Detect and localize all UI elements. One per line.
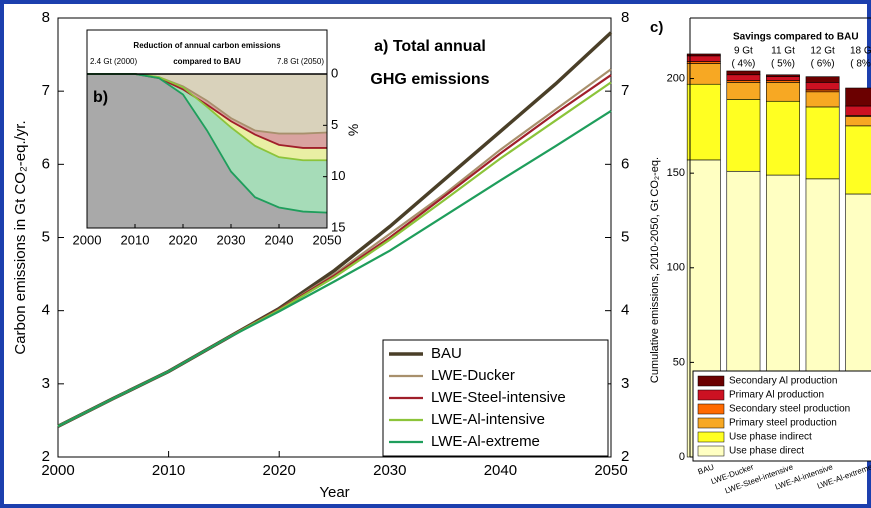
savings-percent: ( 4%) — [731, 59, 755, 70]
x-tick-label: 2050 — [594, 462, 627, 479]
x-tick-label: 2000 — [73, 232, 102, 247]
series-line — [57, 109, 612, 428]
x-tick-label: 2040 — [484, 462, 517, 479]
y-tick-label: 4 — [42, 302, 50, 319]
savings-label: 11 Gt — [771, 46, 795, 57]
y-axis-label: Carbon emissions in Gt CO₂-eq./yr. — [12, 120, 29, 354]
y2-tick-label: 6 — [621, 155, 629, 172]
y2-tick-label: 3 — [621, 375, 629, 392]
savings-percent: ( 8%) — [850, 59, 871, 70]
legend-swatch — [697, 417, 725, 429]
legend-label: Secondary steel production — [729, 404, 850, 415]
x-tick-label: 2000 — [41, 462, 74, 479]
savings-label: 12 Gt — [810, 46, 835, 57]
bar-segment — [805, 82, 840, 91]
x-tick-label: 2050 — [313, 232, 342, 247]
bar-segment — [845, 116, 871, 127]
bar-segment — [845, 105, 871, 116]
legend-swatch — [697, 431, 725, 443]
y2-tick-label: 7 — [621, 82, 629, 99]
bar-segment — [805, 91, 840, 108]
bar-segment — [686, 63, 721, 85]
area-fill — [87, 74, 327, 228]
bar-segment — [845, 125, 871, 195]
x-tick-label: 2010 — [121, 232, 150, 247]
y-tick-label: 5 — [331, 117, 338, 132]
y-axis-label: Cumulative emissions, 2010-2050, Gt CO₂-… — [649, 157, 661, 383]
inset-border — [86, 29, 328, 229]
x-tick-label: 2010 — [152, 462, 185, 479]
bar-segment — [766, 74, 800, 77]
legend-swatch — [697, 375, 725, 387]
bar-segment — [686, 53, 721, 57]
y-tick-label: 7 — [42, 82, 50, 99]
bar-segment — [726, 99, 761, 172]
y-tick-label: 200 — [667, 72, 685, 84]
x-tick-label: 2030 — [217, 232, 246, 247]
chart-title: a) Total annual — [374, 38, 486, 55]
bar-panel — [686, 53, 871, 458]
legend-label: BAU — [431, 345, 462, 362]
y-tick-label: 150 — [667, 167, 685, 179]
bar-segment — [726, 74, 761, 81]
legend-label: LWE-Steel-intensive — [431, 389, 566, 406]
legend-swatch — [697, 445, 725, 457]
bar-segment — [805, 106, 840, 180]
y-tick-label: 50 — [673, 356, 685, 368]
annotation: Savings compared to BAU — [733, 32, 859, 43]
legend-swatch — [697, 389, 725, 401]
savings-percent: ( 5%) — [771, 59, 795, 70]
y-tick-label: 8 — [42, 9, 50, 26]
y2-tick-label: 5 — [621, 228, 629, 245]
y-axis-label: % — [345, 124, 361, 136]
bar-segment — [766, 82, 800, 102]
y-tick-label: 6 — [42, 155, 50, 172]
legend-swatch — [697, 403, 725, 415]
y-tick-label: 3 — [42, 375, 50, 392]
legend-label: LWE-Al-extreme — [431, 433, 540, 450]
legend-label: LWE-Al-intensive — [431, 411, 545, 428]
x-tick-label: 2020 — [263, 462, 296, 479]
annotation: 2.4 Gt (2000) — [90, 57, 137, 66]
legend-label: Primary Al production — [729, 390, 824, 401]
legend-label: LWE-Ducker — [431, 367, 515, 384]
x-tick-label: 2020 — [169, 232, 198, 247]
bar-segment — [686, 83, 721, 161]
legend-label: Use phase direct — [729, 446, 804, 457]
y-tick-label: 0 — [331, 65, 338, 80]
y-tick-label: 5 — [42, 228, 50, 245]
bar-segment — [726, 82, 761, 100]
savings-label: 18 Gt — [850, 46, 871, 57]
legend-label: Use phase indirect — [729, 432, 812, 443]
y-tick-label: 2 — [42, 448, 50, 465]
inset-title: compared to BAU — [173, 57, 241, 66]
y2-tick-label: 2 — [621, 448, 629, 465]
bar-segment — [845, 87, 871, 107]
y-tick-label: 100 — [667, 262, 685, 274]
y-tick-label: 10 — [331, 168, 345, 183]
bar-segment — [766, 76, 800, 81]
bar-segment — [686, 55, 721, 62]
y-tick-label: 15 — [331, 219, 345, 234]
legend-label: Secondary Al production — [729, 376, 837, 387]
x-axis-label: Year — [319, 484, 349, 501]
y-tick-label: 0 — [679, 451, 685, 463]
savings-label: 9 Gt — [734, 46, 753, 57]
bar-segment — [726, 70, 761, 76]
bar-segment — [805, 76, 840, 83]
savings-percent: ( 6%) — [811, 59, 835, 70]
inset-title: Reduction of annual carbon emissions — [133, 41, 281, 50]
panel-label: c) — [650, 19, 663, 36]
annotation: 7.8 Gt (2050) — [277, 57, 324, 66]
y2-tick-label: 8 — [621, 9, 629, 26]
chart-title: GHG emissions — [370, 71, 489, 88]
panel-label: b) — [93, 89, 108, 106]
y2-tick-label: 4 — [621, 302, 629, 319]
legend-label: Primary steel production — [729, 418, 837, 429]
x-tick-label: 2030 — [373, 462, 406, 479]
bar-segment — [766, 100, 800, 176]
x-tick-label: 2040 — [265, 232, 294, 247]
